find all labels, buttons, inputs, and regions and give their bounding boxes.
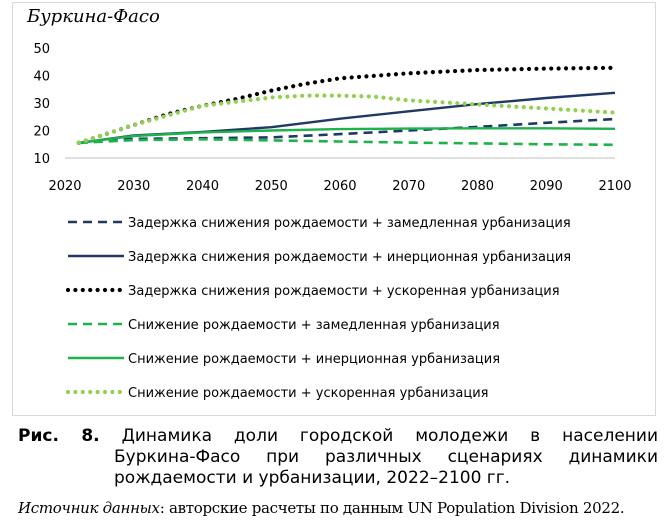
x-tick-label: 2020 <box>48 179 81 194</box>
x-tick-label: 2090 <box>530 179 563 194</box>
caption-line-3: рождаемости и урбанизации, 2022–2100 гг. <box>114 468 511 488</box>
source-text: : авторские расчеты по данным UN Populat… <box>159 499 625 517</box>
legend-entry-2: Задержка снижения рождаемости + инерцион… <box>128 250 571 265</box>
x-tick-label: 2060 <box>323 179 356 194</box>
legend-entry-3: Задержка снижения рождаемости + ускоренн… <box>128 284 560 299</box>
series-line-5 <box>78 127 616 145</box>
caption-text-1: Динамика доли городской молодежи в насел… <box>121 426 659 446</box>
legend-entry-6: Снижение рождаемости + ускоренная урбани… <box>128 386 488 401</box>
x-tick-label: 2100 <box>598 179 631 194</box>
y-tick-label: 40 <box>33 70 50 85</box>
series-line-3 <box>76 65 618 145</box>
caption-line-1: Рис. 8. Динамика доли городской молодежи… <box>18 426 658 447</box>
series-line-4 <box>78 138 616 147</box>
series-line-6 <box>76 93 618 145</box>
legend-entry-1: Задержка снижения рождаемости + замедлен… <box>128 216 571 231</box>
legend-entry-5: Снижение рождаемости + инерционная урбан… <box>128 352 500 367</box>
source-note: Источник данных: авторские расчеты по да… <box>18 499 658 517</box>
source-label: Источник данных <box>18 499 160 517</box>
figure-caption: Рис. 8. Динамика доли городской молодежи… <box>18 426 658 489</box>
y-tick-label: 10 <box>33 152 50 167</box>
x-tick-label: 2030 <box>117 179 150 194</box>
chart-title: Буркина-Фасо <box>27 6 160 27</box>
chart-frame: Буркина-Фасо <box>12 2 656 416</box>
x-tick-label: 2050 <box>255 179 288 194</box>
caption-label: Рис. 8. <box>18 426 100 446</box>
y-tick-label: 30 <box>33 97 50 112</box>
x-tick-label: 2070 <box>392 179 425 194</box>
y-tick-label: 50 <box>33 42 50 57</box>
legend-entry-4: Снижение рождаемости + замедленная урбан… <box>128 318 500 333</box>
caption-line-2: Буркина-Фасо при различных сценариях дин… <box>114 447 658 467</box>
y-tick-label: 20 <box>33 125 50 140</box>
x-tick-label: 2040 <box>186 179 219 194</box>
x-tick-label: 2080 <box>461 179 494 194</box>
